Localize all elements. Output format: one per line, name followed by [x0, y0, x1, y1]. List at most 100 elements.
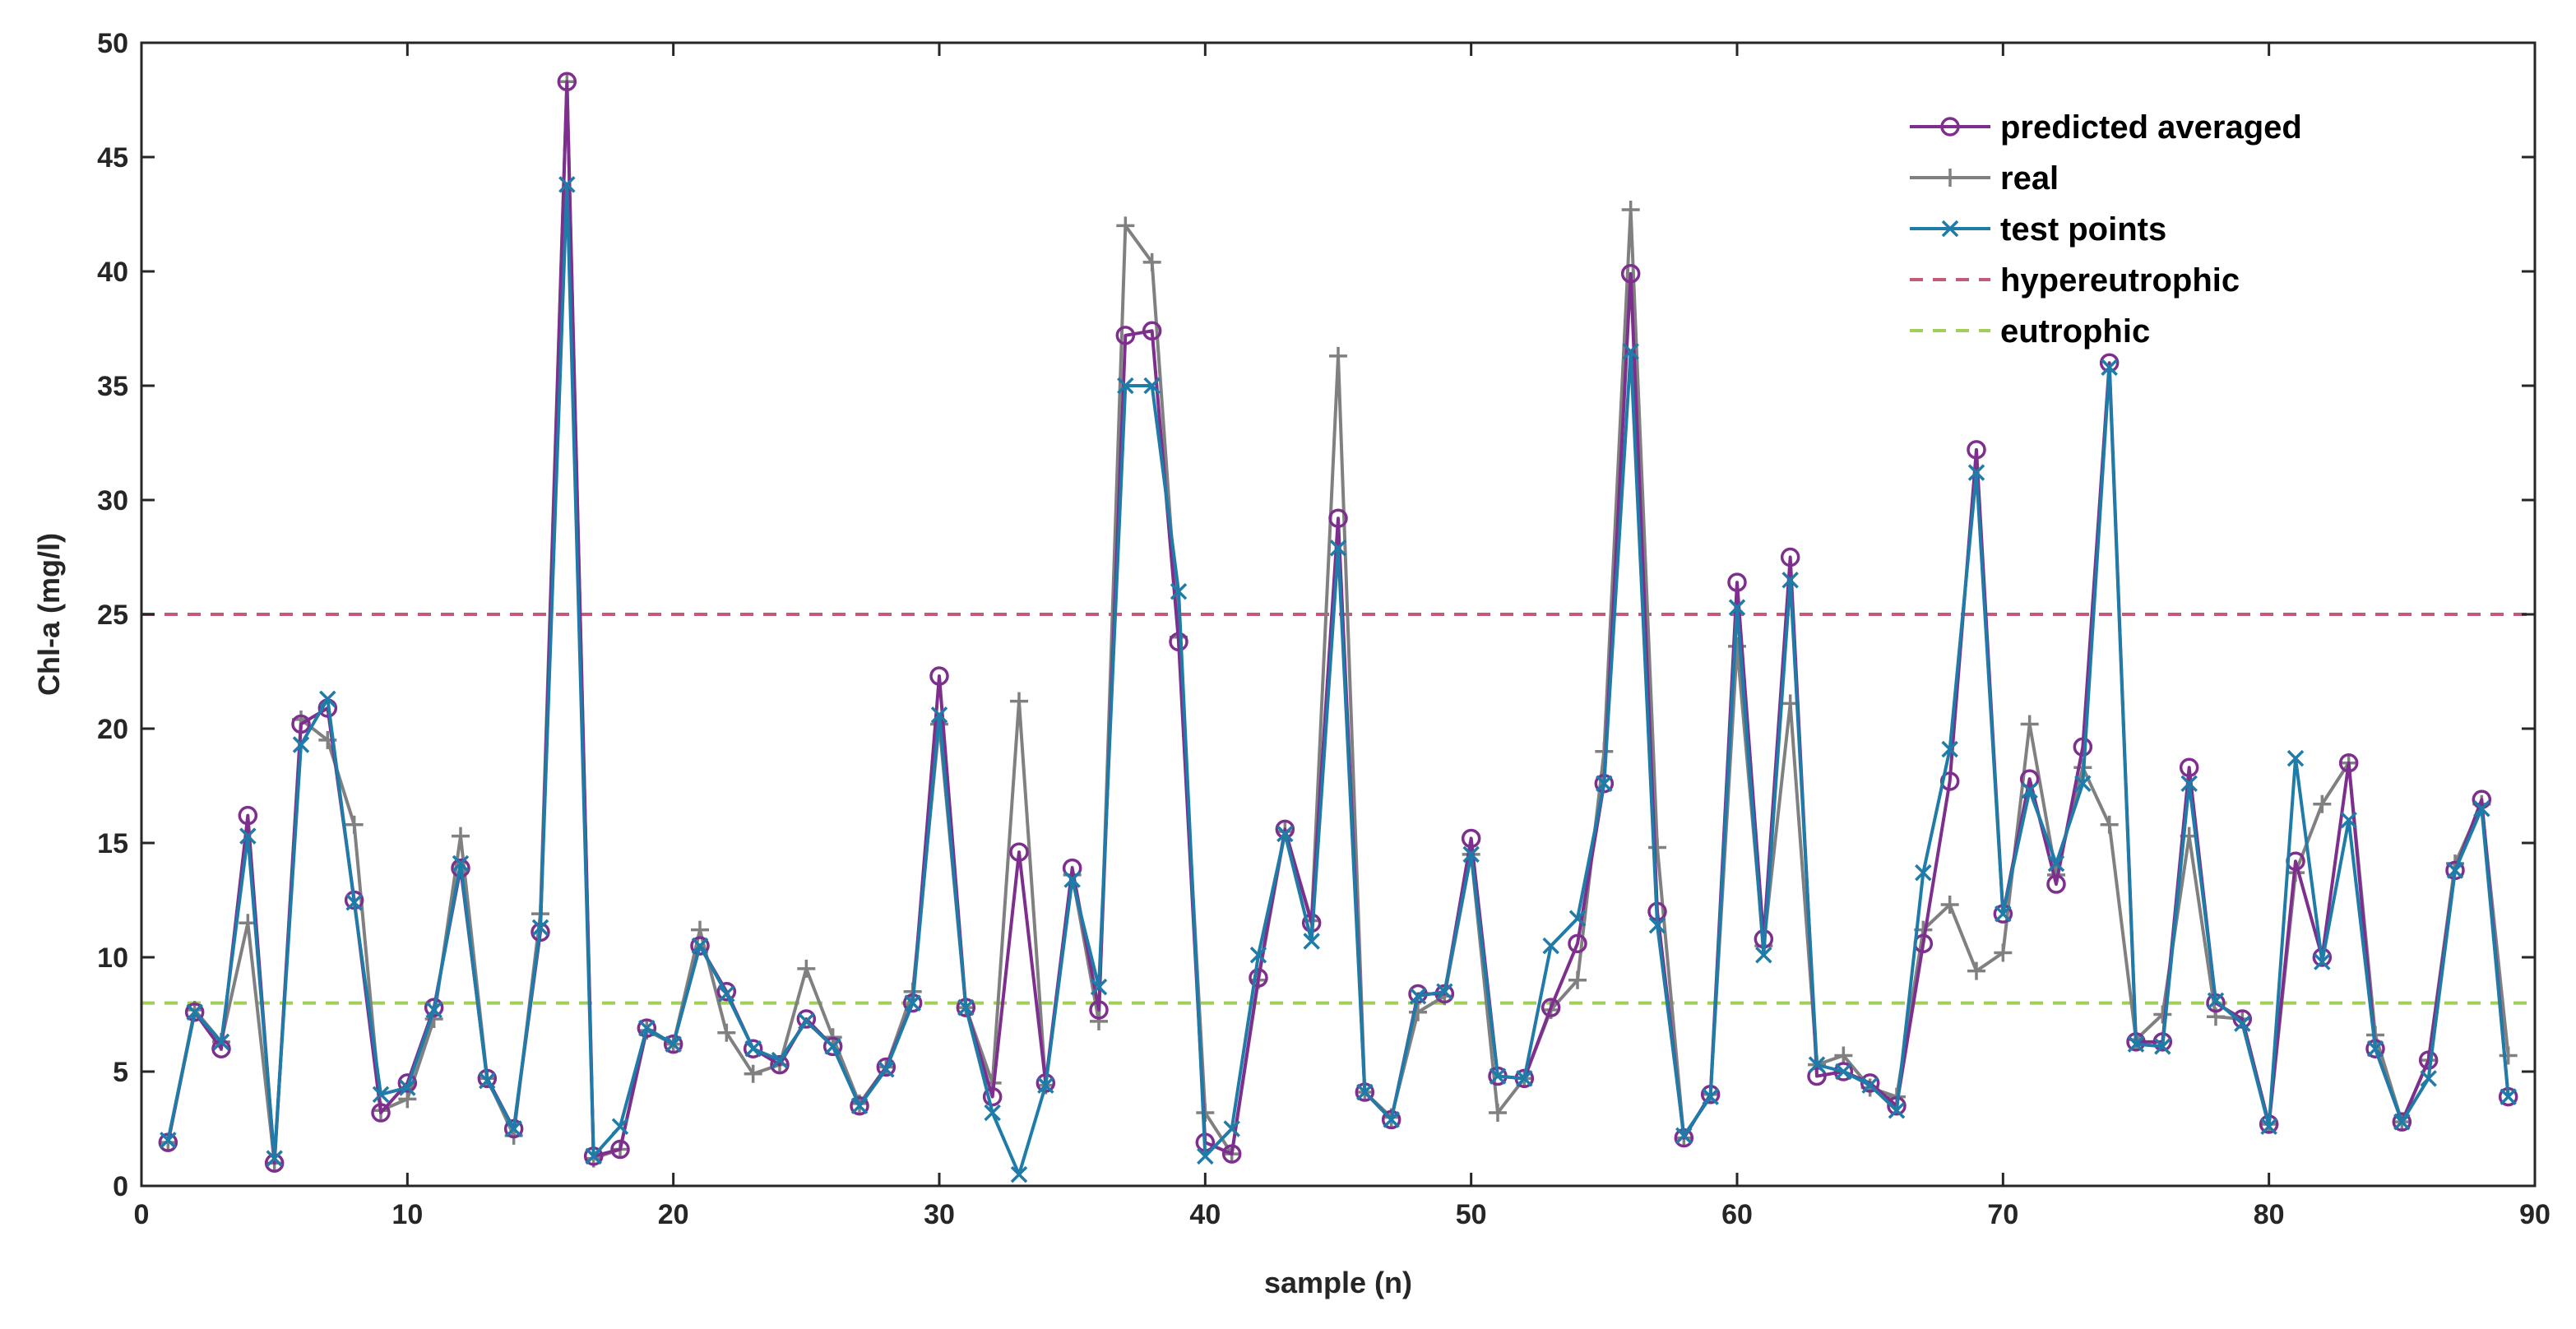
data-point-real-36	[1090, 1012, 1108, 1030]
data-point-test-points-39	[1170, 582, 1188, 600]
x-tick-label-20: 20	[658, 1199, 689, 1230]
data-point-test-points-27	[850, 1097, 869, 1114]
data-point-test-points-21	[691, 937, 709, 955]
data-point-test-points-42	[1249, 946, 1267, 964]
y-tick-label-40: 40	[97, 257, 128, 288]
data-point-test-points-78	[2207, 992, 2225, 1010]
data-point-test-points-45	[1329, 539, 1347, 557]
data-point-test-points-9	[372, 1086, 390, 1104]
data-point-test-points-30	[930, 706, 948, 724]
data-point-predicted-averaged-32	[982, 1086, 1003, 1107]
data-point-test-points-15	[531, 919, 549, 937]
data-point-test-points-87	[2446, 862, 2464, 879]
data-point-test-points-64	[1835, 1063, 1852, 1081]
y-tick-label-0: 0	[113, 1171, 128, 1202]
y-tick-label-5: 5	[113, 1057, 128, 1088]
axes	[140, 41, 2537, 1188]
x-tick-label-10: 10	[391, 1199, 423, 1230]
data-point-test-points-74	[2101, 359, 2118, 376]
data-point-test-points-13	[479, 1072, 496, 1090]
data-point-test-points-83	[2340, 811, 2357, 829]
data-point-real-89	[2499, 1046, 2518, 1065]
data-point-predicted-averaged-65	[1860, 1073, 1880, 1093]
data-point-test-points-61	[1755, 946, 1772, 964]
legend-label-test-points: test points	[2000, 211, 2166, 248]
data-point-test-points-17	[585, 1147, 602, 1165]
legend-entry-hypereutrophic: hypereutrophic	[1910, 262, 2240, 299]
x-tick-label-70: 70	[1987, 1199, 2018, 1230]
x-tick-label-50: 50	[1456, 1199, 1487, 1230]
data-point-predicted-averaged-63	[1807, 1066, 1827, 1086]
data-point-predicted-averaged-16	[557, 72, 577, 92]
data-point-test-points-7	[319, 690, 336, 708]
data-point-test-points-52	[1516, 1070, 1533, 1087]
y-tick-label-25: 25	[97, 600, 128, 631]
data-point-predicted-averaged-25	[796, 1009, 817, 1029]
data-point-test-points-88	[2473, 800, 2490, 817]
data-point-test-points-35	[1063, 871, 1081, 888]
data-point-test-points-58	[1675, 1127, 1693, 1145]
legend-marker-real	[1941, 169, 1959, 187]
data-point-predicted-averaged-20	[663, 1034, 683, 1054]
data-point-real-22	[717, 1023, 736, 1042]
data-point-predicted-averaged-6	[291, 714, 311, 734]
data-point-test-points-71	[2021, 781, 2038, 799]
y-tick-label-35: 35	[97, 371, 128, 402]
data-point-test-points-57	[1648, 916, 1666, 934]
legend-entry-test-points: test points	[1910, 211, 2166, 248]
data-point-test-points-4	[239, 827, 257, 845]
legend-label-hypereutrophic: hypereutrophic	[2000, 262, 2240, 299]
data-point-real-76	[2153, 1005, 2172, 1024]
data-point-test-points-72	[2047, 854, 2065, 873]
y-tick-label-10: 10	[97, 942, 128, 974]
data-point-test-points-36	[1090, 978, 1108, 996]
data-point-real-10	[398, 1090, 417, 1109]
data-point-predicted-averaged-47	[1381, 1109, 1402, 1130]
data-point-predicted-averaged-36	[1089, 1000, 1109, 1020]
data-point-test-points-56	[1622, 343, 1639, 360]
data-point-predicted-averaged-35	[1062, 858, 1082, 878]
legend-entry-eutrophic: eutrophic	[1910, 313, 2150, 350]
data-point-predicted-averaged-9	[371, 1103, 391, 1123]
data-point-predicted-averaged-26	[822, 1036, 843, 1057]
data-point-real-54	[1568, 970, 1587, 989]
data-point-predicted-averaged-69	[1967, 440, 1986, 460]
data-point-test-points-1	[160, 1132, 177, 1149]
data-point-predicted-averaged-64	[1833, 1062, 1854, 1081]
data-point-test-points-62	[1781, 572, 1799, 589]
x-tick-label-30: 30	[924, 1199, 955, 1230]
data-point-test-points-3	[212, 1033, 230, 1051]
data-point-predicted-averaged-73	[2073, 737, 2093, 757]
data-point-predicted-averaged-27	[850, 1095, 869, 1116]
series-layer	[158, 72, 2518, 1183]
legend-label-predicted-averaged: predicted averaged	[2000, 109, 2302, 146]
data-point-test-points-80	[2260, 1118, 2277, 1135]
data-point-test-points-11	[425, 1001, 442, 1019]
y-tick-label-20: 20	[97, 714, 128, 745]
reference-lines	[141, 613, 2535, 1005]
data-point-test-points-8	[345, 894, 363, 911]
data-point-real-12	[452, 827, 470, 845]
data-point-real-68	[1940, 896, 1959, 915]
data-point-test-points-40	[1197, 1147, 1214, 1165]
data-point-test-points-18	[611, 1118, 629, 1135]
data-point-test-points-77	[2180, 775, 2198, 792]
data-point-test-points-69	[1967, 464, 1985, 481]
data-point-predicted-averaged-77	[2179, 757, 2199, 778]
data-point-test-points-89	[2500, 1088, 2517, 1105]
data-point-test-points-85	[2393, 1113, 2411, 1131]
data-point-real-69	[1967, 961, 1985, 980]
legend-entry-real: real	[1910, 160, 2059, 197]
legend-marker-predicted-averaged	[1940, 117, 1960, 137]
data-point-test-points-81	[2286, 749, 2305, 767]
data-point-test-points-48	[1409, 988, 1427, 1005]
x-tick-label-80: 80	[2254, 1199, 2285, 1230]
data-point-predicted-averaged-71	[2019, 769, 2040, 789]
data-point-test-points-66	[1888, 1102, 1906, 1119]
data-point-predicted-averaged-53	[1541, 998, 1561, 1017]
data-point-test-points-28	[878, 1060, 895, 1078]
x-axis-label: sample (n)	[1264, 1266, 1412, 1299]
data-point-test-points-79	[2234, 1015, 2251, 1032]
